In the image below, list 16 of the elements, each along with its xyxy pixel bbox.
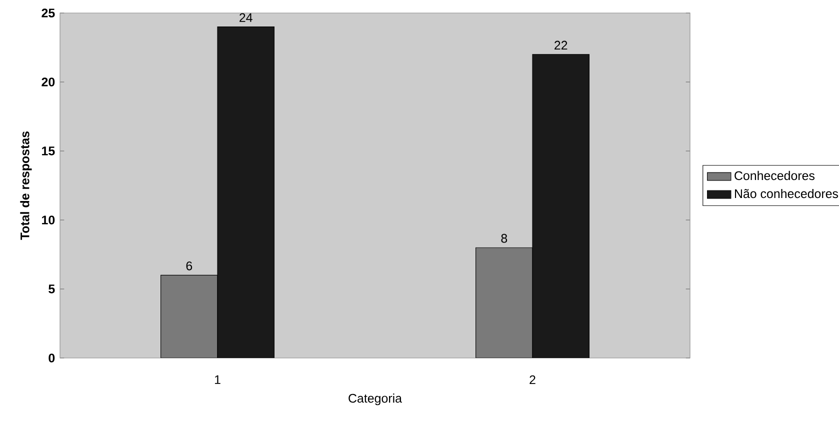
data-label: 22 (554, 40, 568, 50)
y-tick-label: 10 (42, 216, 55, 224)
data-label: 6 (186, 261, 192, 270)
y-axis-title: Total de respostas (20, 131, 32, 240)
x-axis-title: Categoria (348, 394, 402, 406)
y-tick-label: 20 (42, 78, 55, 86)
data-label: 24 (240, 13, 252, 22)
data-label: 8 (501, 234, 508, 243)
x-tick-label: 2 (530, 375, 536, 384)
y-tick-label: 15 (42, 146, 55, 156)
legend-label: Conhecedores (734, 170, 815, 180)
y-tick-label: 0 (48, 354, 55, 362)
y-tick-label: 25 (42, 8, 55, 18)
legend-label: Não conhecedores (735, 188, 838, 198)
y-tick-label: 5 (48, 284, 55, 294)
x-tick-label: 1 (214, 375, 220, 384)
